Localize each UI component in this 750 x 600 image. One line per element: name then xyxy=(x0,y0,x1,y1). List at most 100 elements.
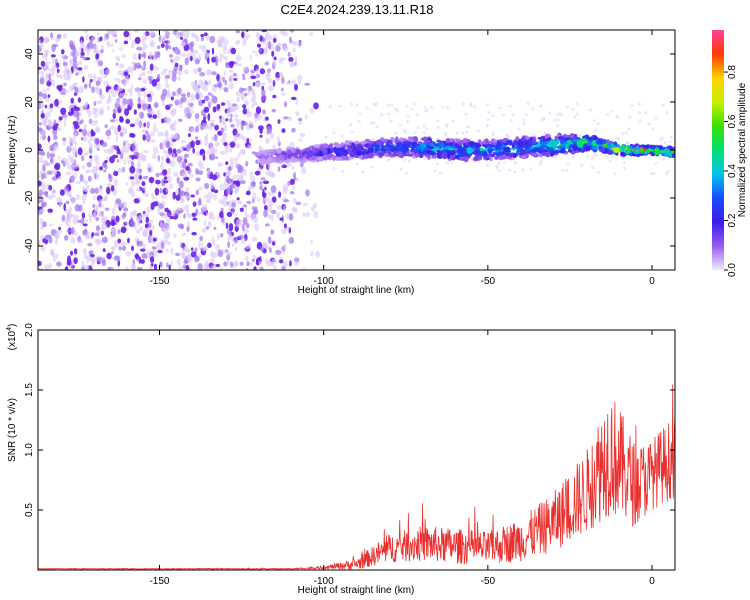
noise-cell xyxy=(73,257,78,265)
noise-cell xyxy=(273,38,277,43)
ridge-cell xyxy=(327,155,331,160)
noise-cell xyxy=(171,108,177,115)
noise-cell xyxy=(214,84,218,88)
noise-cell xyxy=(195,125,200,133)
noise-cell xyxy=(179,104,183,109)
noise-cell xyxy=(222,199,228,207)
noise-cell xyxy=(93,137,100,145)
noise-cell xyxy=(67,190,72,198)
noise-cell xyxy=(194,113,200,120)
noise-cell xyxy=(215,141,220,147)
noise-cell xyxy=(62,157,67,163)
noise-cell xyxy=(208,220,212,225)
noise-cell xyxy=(38,156,43,163)
noise-cell xyxy=(182,171,187,178)
ridge-cell xyxy=(396,142,402,146)
y-tick-label: 0 xyxy=(24,147,35,153)
noise-cell xyxy=(216,73,220,82)
noise-cell xyxy=(184,191,190,199)
noise-cell xyxy=(207,148,210,155)
noise-cell xyxy=(155,83,162,90)
noise-cell xyxy=(120,104,126,111)
noise-cell xyxy=(258,260,262,265)
noise-cell xyxy=(215,244,220,252)
faint-cell xyxy=(350,131,354,135)
ridge-cell xyxy=(663,148,671,155)
ridge-cell xyxy=(329,143,334,149)
noise-cell xyxy=(156,242,162,250)
faint-cell xyxy=(405,171,408,175)
noise-cell xyxy=(282,44,289,52)
noise-cell xyxy=(178,180,184,189)
noise-cell xyxy=(181,161,187,169)
ridge-cell xyxy=(606,143,611,150)
noise-cell xyxy=(169,152,173,157)
ridge-cell xyxy=(582,146,588,149)
noise-cell xyxy=(105,68,111,76)
noise-cell xyxy=(195,256,199,261)
noise-cell xyxy=(236,197,240,201)
ridge-cell xyxy=(600,147,606,153)
faint-cell xyxy=(340,134,344,138)
noise-cell xyxy=(180,93,187,97)
noise-cell xyxy=(74,204,81,212)
noise-cell xyxy=(120,226,127,234)
noise-cell xyxy=(180,41,187,47)
noise-cell xyxy=(112,227,117,235)
noise-cell xyxy=(246,124,250,131)
noise-cell xyxy=(235,63,240,67)
noise-cell xyxy=(262,109,266,115)
noise-cell xyxy=(57,119,61,124)
faint-cell xyxy=(497,161,501,165)
noise-cell xyxy=(125,118,131,124)
noise-cell xyxy=(163,140,167,148)
ridge-cell xyxy=(414,152,420,158)
noise-cell xyxy=(152,146,159,155)
noise-cell xyxy=(113,170,119,177)
noise-cell xyxy=(175,252,181,257)
noise-cell xyxy=(231,243,235,248)
noise-cell xyxy=(119,131,124,137)
noise-cell xyxy=(73,68,77,72)
ridge-cell xyxy=(352,149,357,155)
noise-cell xyxy=(139,226,144,231)
noise-cell xyxy=(73,248,78,255)
noise-cell xyxy=(38,39,42,44)
noise-cell xyxy=(67,216,71,223)
noise-cell xyxy=(98,201,102,208)
noise-cell xyxy=(153,263,158,270)
ridge-cell xyxy=(520,138,527,142)
noise-cell xyxy=(52,255,57,262)
noise-cell xyxy=(197,85,201,89)
faint-cell xyxy=(507,136,511,140)
noise-cell xyxy=(199,150,203,156)
noise-cell xyxy=(169,54,173,58)
noise-cell xyxy=(162,212,168,219)
noise-cell xyxy=(159,187,163,194)
noise-cell xyxy=(123,40,129,45)
noise-cell xyxy=(156,82,161,86)
ridge-cell xyxy=(284,154,288,160)
noise-cell xyxy=(264,62,269,66)
ridge-cell xyxy=(429,151,436,156)
ridge-cell xyxy=(487,148,493,155)
noise-cell xyxy=(175,55,180,62)
noise-cell xyxy=(259,47,262,54)
ridge-cell xyxy=(588,140,592,145)
faint-cell xyxy=(529,167,533,171)
noise-cell xyxy=(161,36,166,42)
ridge-cell xyxy=(318,152,322,156)
noise-cell xyxy=(190,247,194,251)
noise-cell xyxy=(73,132,76,140)
noise-cell xyxy=(198,197,202,206)
noise-cell xyxy=(227,241,231,249)
noise-cell xyxy=(235,30,240,34)
noise-cell xyxy=(63,120,67,128)
noise-cell xyxy=(230,202,236,208)
noise-cell xyxy=(78,60,83,66)
noise-cell xyxy=(101,215,104,223)
faint-cell xyxy=(436,126,440,129)
noise-cell xyxy=(44,264,50,270)
noise-cell xyxy=(288,213,294,221)
top-y-axis: -40 -20 0 20 40 xyxy=(24,48,675,253)
